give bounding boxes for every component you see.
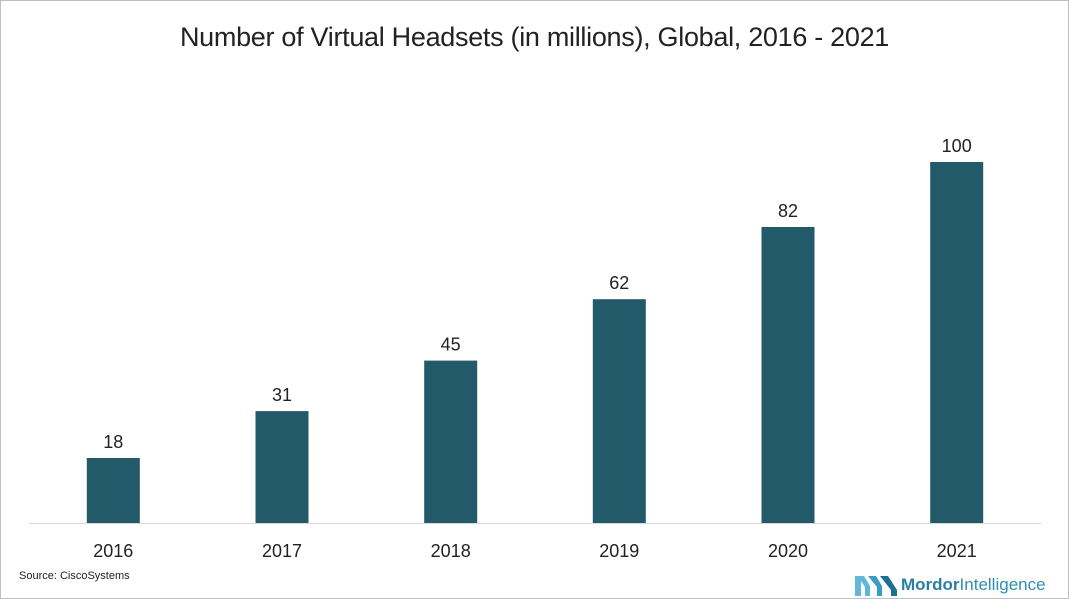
brand-logo: MordorIntelligence (855, 573, 1046, 597)
data-label-2020: 82 (778, 201, 798, 221)
data-label-2021: 100 (942, 136, 972, 156)
x-tick-label-2019: 2019 (599, 541, 639, 561)
chart-title: Number of Virtual Headsets (in millions)… (179, 22, 890, 52)
data-label-2019: 62 (609, 273, 629, 293)
data-label-2017: 31 (272, 385, 292, 405)
x-tick-label-2016: 2016 (93, 541, 133, 561)
x-tick-label-2020: 2020 (768, 541, 808, 561)
bar-2017 (255, 411, 309, 523)
bar-2021 (930, 162, 984, 523)
logo-text-strong: Mordor (901, 575, 960, 594)
x-tick-label-2021: 2021 (937, 541, 977, 561)
x-tick-label-2017: 2017 (262, 541, 302, 561)
bar-2018 (424, 360, 478, 523)
bar-2016 (86, 458, 140, 523)
logo-text-light: Intelligence (959, 575, 1046, 594)
source-note: Source: CiscoSystems (19, 570, 130, 582)
bar-2020 (761, 227, 815, 523)
data-label-2018: 45 (441, 335, 461, 355)
data-label-2016: 18 (103, 432, 123, 452)
mordor-intelligence-logo-icon (855, 576, 897, 596)
bar-2019 (592, 299, 646, 523)
logo-text: MordorIntelligence (901, 575, 1046, 595)
x-tick-label-2018: 2018 (431, 541, 471, 561)
